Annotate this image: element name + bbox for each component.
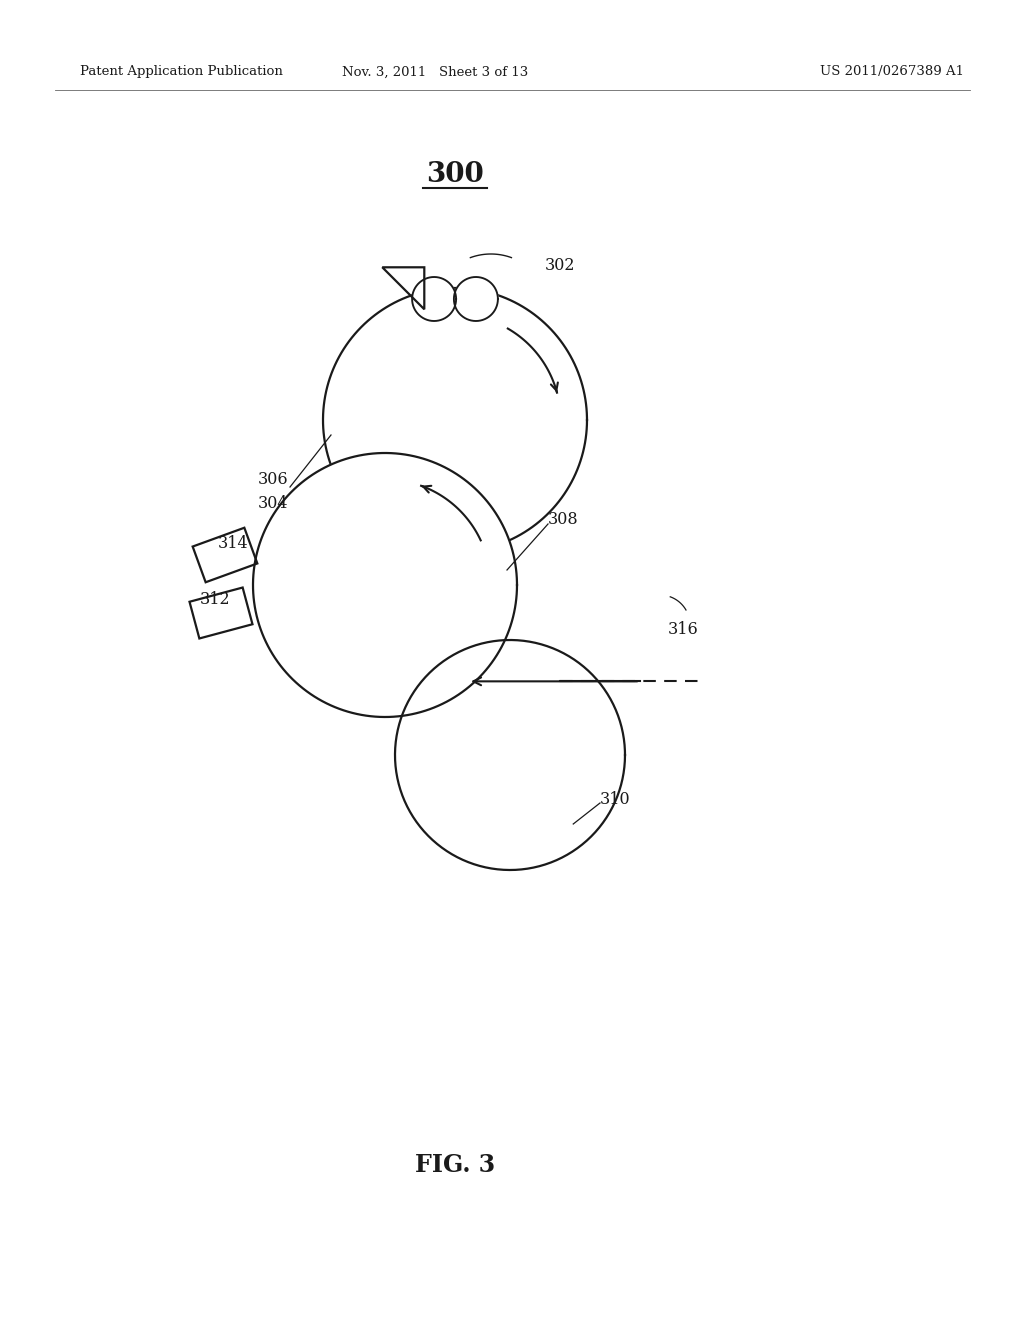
Text: 304: 304 bbox=[258, 495, 289, 511]
Text: 300: 300 bbox=[426, 161, 484, 189]
Polygon shape bbox=[395, 640, 625, 870]
Polygon shape bbox=[412, 277, 456, 321]
Text: 314: 314 bbox=[218, 535, 249, 552]
Polygon shape bbox=[323, 288, 587, 552]
Text: Patent Application Publication: Patent Application Publication bbox=[80, 66, 283, 78]
Text: 316: 316 bbox=[668, 622, 698, 639]
Polygon shape bbox=[253, 453, 517, 717]
Text: 310: 310 bbox=[600, 792, 631, 808]
Polygon shape bbox=[454, 277, 498, 321]
Text: 312: 312 bbox=[200, 591, 230, 609]
Text: 308: 308 bbox=[548, 511, 579, 528]
Text: 302: 302 bbox=[545, 256, 575, 273]
Text: US 2011/0267389 A1: US 2011/0267389 A1 bbox=[820, 66, 964, 78]
Text: FIG. 3: FIG. 3 bbox=[415, 1152, 495, 1177]
Text: 306: 306 bbox=[258, 471, 289, 488]
Text: Nov. 3, 2011   Sheet 3 of 13: Nov. 3, 2011 Sheet 3 of 13 bbox=[342, 66, 528, 78]
